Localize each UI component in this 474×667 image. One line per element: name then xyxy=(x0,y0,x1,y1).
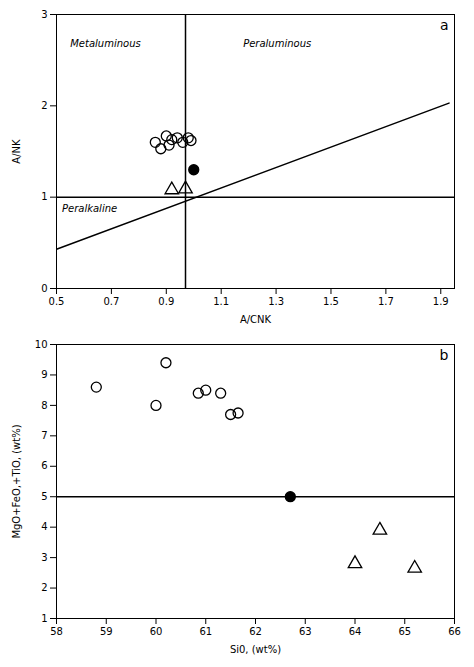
svg-text:58: 58 xyxy=(50,626,63,637)
svg-text:1.9: 1.9 xyxy=(433,296,449,307)
svg-text:0.5: 0.5 xyxy=(49,296,65,307)
svg-text:61: 61 xyxy=(199,626,212,637)
svg-text:60: 60 xyxy=(150,626,163,637)
svg-text:10: 10 xyxy=(35,339,48,350)
svg-text:1: 1 xyxy=(41,613,47,624)
svg-text:9: 9 xyxy=(41,369,47,380)
svg-text:62: 62 xyxy=(249,626,262,637)
svg-text:64: 64 xyxy=(349,626,362,637)
svg-text:0.9: 0.9 xyxy=(158,296,174,307)
svg-text:63: 63 xyxy=(299,626,312,637)
svg-text:1: 1 xyxy=(41,191,47,202)
svg-text:a: a xyxy=(440,17,449,33)
svg-text:3: 3 xyxy=(41,9,47,20)
svg-text:Si0, (wt%): Si0, (wt%) xyxy=(230,644,281,655)
svg-text:2: 2 xyxy=(41,100,47,111)
svg-text:6: 6 xyxy=(41,460,47,471)
svg-text:59: 59 xyxy=(100,626,113,637)
svg-text:1.3: 1.3 xyxy=(268,296,284,307)
svg-text:1.1: 1.1 xyxy=(213,296,229,307)
svg-text:MgO+FeO,+TiO, (wt%): MgO+FeO,+TiO, (wt%) xyxy=(11,424,22,538)
svg-text:5: 5 xyxy=(41,491,47,502)
svg-text:0.7: 0.7 xyxy=(103,296,119,307)
svg-text:7: 7 xyxy=(41,430,47,441)
svg-text:1.7: 1.7 xyxy=(378,296,394,307)
svg-text:3: 3 xyxy=(41,552,47,563)
svg-text:0: 0 xyxy=(41,283,47,294)
svg-text:1.5: 1.5 xyxy=(323,296,339,307)
svg-text:b: b xyxy=(440,347,449,363)
svg-text:Peraluminous: Peraluminous xyxy=(243,38,311,49)
svg-text:4: 4 xyxy=(41,521,47,532)
svg-text:A/NK: A/NK xyxy=(11,139,22,164)
svg-text:65: 65 xyxy=(398,626,411,637)
svg-text:Peralkaline: Peralkaline xyxy=(62,203,117,214)
svg-text:66: 66 xyxy=(448,626,461,637)
svg-text:8: 8 xyxy=(41,400,47,411)
svg-text:2: 2 xyxy=(41,582,47,593)
svg-text:Metaluminous: Metaluminous xyxy=(70,38,140,49)
svg-text:A/CNK: A/CNK xyxy=(240,314,272,325)
